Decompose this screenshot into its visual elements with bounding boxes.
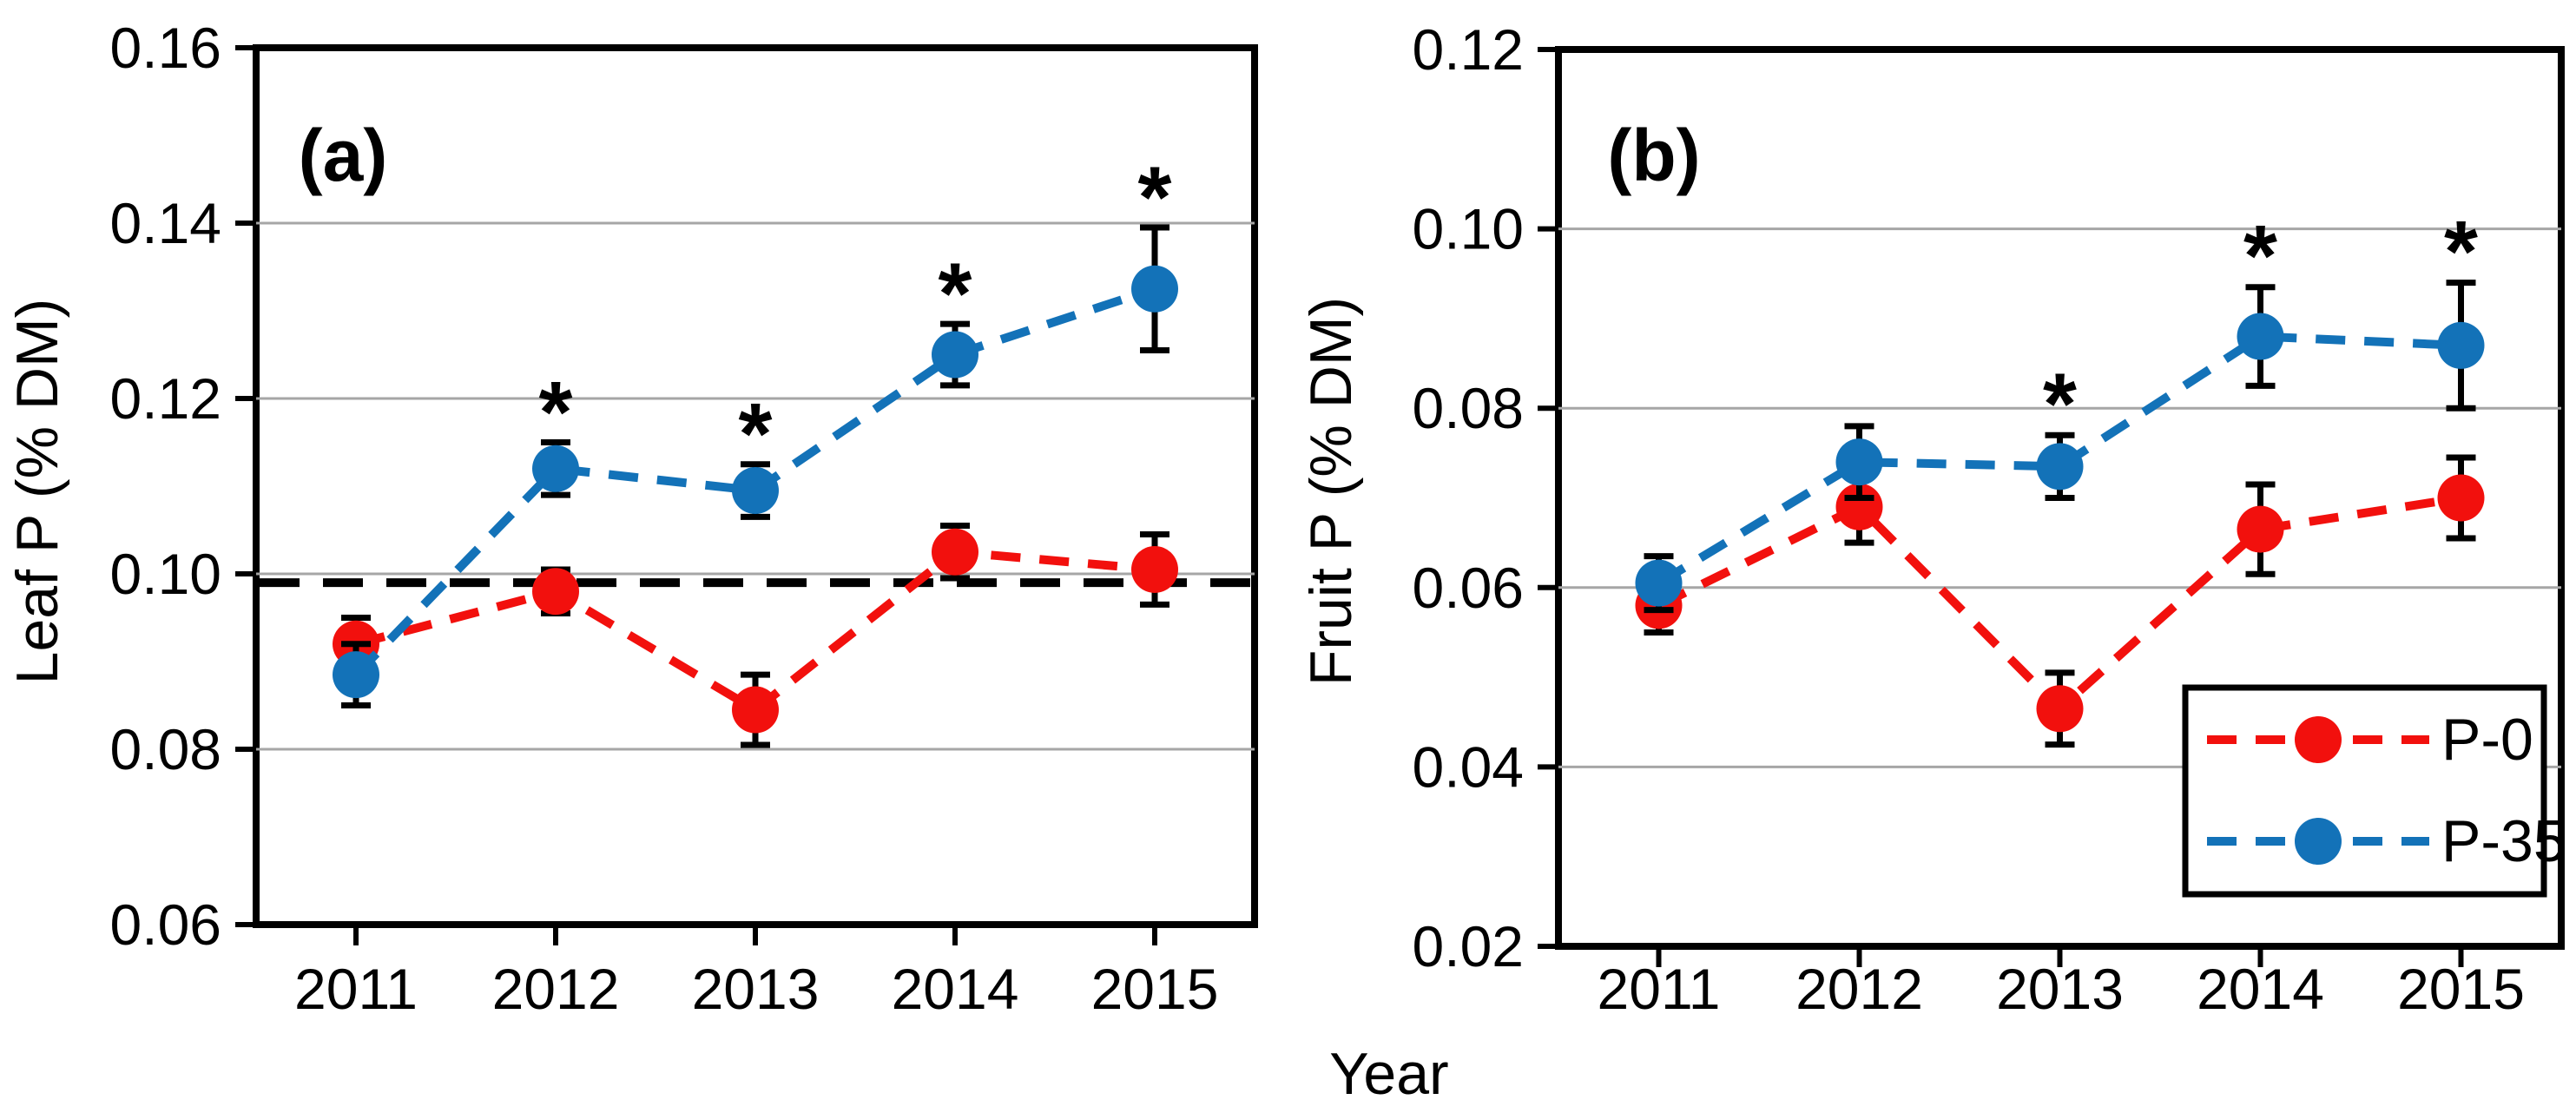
- x-tick-label: 2015: [1091, 957, 1219, 1021]
- y-tick-label: 0.06: [1413, 556, 1524, 620]
- data-point-p-35-2015: [2437, 321, 2485, 369]
- y-tick-label: 0.10: [1413, 197, 1524, 261]
- x-tick-label: 2014: [892, 957, 1019, 1021]
- data-point-p-0-2015: [2437, 474, 2485, 522]
- y-tick-label: 0.08: [110, 717, 221, 781]
- y-tick-label: 0.14: [110, 191, 221, 255]
- x-tick-label: 2015: [2397, 957, 2525, 1021]
- data-point-p-0-2014: [2237, 505, 2284, 553]
- x-tick-label: 2012: [492, 957, 620, 1021]
- y-tick-label: 0.04: [1413, 734, 1524, 799]
- y-tick-label: 0.16: [110, 16, 221, 80]
- data-point-p-35-2014: [932, 331, 978, 379]
- significance-asterisk: *: [2444, 203, 2478, 300]
- y-tick-label: 0.12: [1413, 17, 1524, 82]
- legend-p35-label: P-35: [2441, 808, 2566, 874]
- data-point-p-35-2013: [2036, 443, 2084, 491]
- y-tick-label: 0.10: [110, 542, 221, 606]
- data-point-p-35-2012: [1835, 438, 1883, 486]
- y-tick-label: 0.02: [1413, 914, 1524, 978]
- legend-item-p35: P-35: [2207, 808, 2566, 874]
- data-point-p-35-2014: [2237, 313, 2284, 360]
- significance-asterisk: *: [2043, 355, 2077, 452]
- panel-a: 0.06 0.08 0.10 0.12 0.14 0.16 2011 2012 2013 2014…: [4, 16, 1258, 1021]
- legend-p0-label: P-0: [2441, 707, 2533, 773]
- significance-asterisk: *: [539, 364, 573, 461]
- significance-asterisk: *: [1138, 149, 1172, 247]
- x-tick-label: 2014: [2197, 957, 2324, 1021]
- y-tick-label: 0.06: [110, 892, 221, 957]
- panel-a-label: (a): [299, 115, 388, 196]
- data-point-p-35-2011: [333, 651, 379, 699]
- data-point-p-0-2013: [2036, 685, 2084, 733]
- x-tick-label: 2012: [1795, 957, 1923, 1021]
- x-tick-label: 2011: [294, 957, 418, 1021]
- significance-asterisk: *: [2243, 207, 2277, 305]
- data-point-p-0-2015: [1131, 545, 1178, 593]
- legend-box: [2182, 684, 2547, 898]
- panel-a-plot-area: 0.06 0.08 0.10 0.12 0.14 0.16 2011 2012 2013 2014…: [110, 16, 1258, 1021]
- x-tick-label: 2013: [692, 957, 820, 1021]
- data-point-p-35-2015: [1131, 265, 1178, 313]
- y-tick-label: 0.08: [1413, 376, 1524, 440]
- x-tick-label: 2013: [1996, 957, 2124, 1021]
- data-point-p-0-2013: [732, 686, 779, 734]
- panel-a-y-axis-title: Leaf P (% DM): [4, 299, 70, 685]
- legend-p0-marker: [2295, 716, 2342, 763]
- data-point-p-35-2011: [1635, 559, 1683, 607]
- x-tick-label: 2011: [1598, 957, 1721, 1021]
- panel-b-label: (b): [1607, 115, 1700, 196]
- legend-p35-marker: [2295, 818, 2342, 865]
- data-point-p-0-2014: [932, 528, 978, 576]
- significance-asterisk: *: [939, 246, 972, 343]
- legend-item-p0: P-0: [2207, 707, 2533, 773]
- legend: P-0 P-35: [2182, 684, 2566, 898]
- panel-b-y-axis-title: Fruit P (% DM): [1298, 297, 1364, 686]
- data-point-p-35-2013: [732, 467, 779, 515]
- significance-asterisk: *: [739, 385, 773, 483]
- series-line-p-35: [1656, 332, 2461, 587]
- x-axis-title: Year: [1329, 1041, 1448, 1107]
- data-point-p-35-2012: [532, 445, 579, 492]
- y-tick-label: 0.12: [110, 366, 221, 431]
- data-point-p-0-2012: [532, 568, 579, 616]
